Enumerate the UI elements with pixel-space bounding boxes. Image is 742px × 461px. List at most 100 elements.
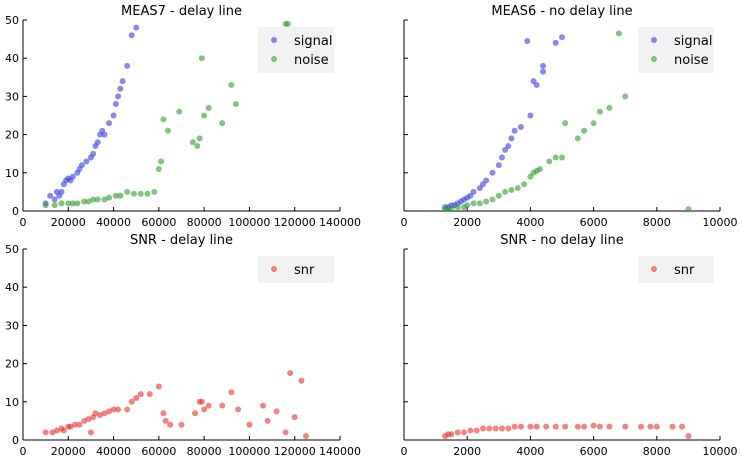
snr-point (160, 410, 167, 417)
signal-point (517, 123, 524, 130)
x-tick-label: 140000 (319, 216, 361, 229)
legend: signal noise (638, 27, 714, 73)
x-tick-label: 0 (401, 445, 408, 458)
noise-point (615, 30, 622, 37)
signal-point (552, 39, 559, 46)
legend-label-noise: noise (674, 53, 709, 68)
snr-point (137, 391, 144, 398)
snr-point (192, 410, 199, 417)
noise-point (470, 200, 477, 207)
noise-point (198, 55, 205, 62)
snr-point (606, 423, 613, 430)
noise-point (124, 188, 131, 195)
noise-point (189, 139, 196, 146)
legend: snr (638, 256, 714, 283)
legend-box (258, 256, 334, 283)
snr-point (448, 431, 455, 438)
snr-point (49, 429, 56, 436)
x-tick-label: 20000 (51, 445, 86, 458)
noise-point (581, 127, 588, 134)
noise-point (201, 112, 208, 119)
noise-point (448, 206, 455, 213)
snr-point (198, 398, 205, 405)
noise-point (562, 120, 569, 127)
snr-point (467, 427, 474, 434)
snr-point (67, 423, 74, 430)
legend-label-snr: snr (674, 263, 695, 278)
signal-point (51, 196, 58, 203)
noise-point (495, 192, 502, 199)
x-tick-label: 0 (20, 216, 27, 229)
legend-box (258, 27, 334, 73)
chart-title: SNR - no delay line (500, 233, 623, 248)
x-tick-label: 4000 (516, 216, 544, 229)
noise-point (117, 192, 124, 199)
noise-point (51, 202, 58, 209)
signal-point (128, 32, 135, 39)
snr-point (273, 408, 280, 415)
signal-point (58, 188, 65, 195)
snr-point (162, 417, 169, 424)
noise-point (196, 135, 203, 142)
y-tick-label: 0 (12, 205, 19, 218)
signal-point (106, 120, 113, 127)
legend-marker-signal (271, 37, 277, 43)
noise-point (151, 188, 158, 195)
noise-point (205, 104, 212, 111)
y-tick-label: 20 (5, 129, 19, 142)
signal-point (527, 112, 534, 119)
noise-point (521, 181, 528, 188)
noise-point (464, 202, 471, 209)
legend: snr (258, 256, 334, 283)
noise-point (502, 188, 509, 195)
noise-point (536, 165, 543, 172)
panel-meas7-delay-line: MEAS7 - delay line 0 20000 40000 60000 80000 1… (5, 4, 361, 229)
panel-snr-no-delay-line: SNR - no delay line 0 2000 4000 6000 8000 1000… (401, 233, 738, 458)
y-tick-label: 10 (5, 396, 19, 409)
noise-point (94, 196, 101, 203)
snr-point (653, 423, 660, 430)
noise-point (85, 198, 92, 205)
signal-point (498, 154, 505, 161)
signal-point (483, 177, 490, 184)
noise-point (685, 206, 692, 213)
snr-point (60, 427, 67, 434)
snr-point (486, 425, 493, 432)
noise-point (596, 108, 603, 115)
snr-point (505, 425, 512, 432)
snr-point (480, 425, 486, 432)
y-tick-label: 30 (5, 90, 19, 103)
snr-point (101, 410, 108, 417)
snr-point (264, 417, 271, 424)
x-tick-label: 8000 (643, 216, 671, 229)
noise-point (155, 165, 162, 172)
snr-point (303, 433, 310, 440)
x-tick-label: 80000 (187, 445, 222, 458)
snr-point (228, 389, 235, 396)
signal-point (511, 127, 518, 134)
noise-point (483, 198, 490, 205)
noise-point (476, 200, 483, 207)
snr-point (87, 429, 94, 436)
noise-point (112, 192, 119, 199)
y-tick-label: 50 (5, 243, 19, 256)
signal-point (110, 112, 117, 119)
x-tick-label: 40000 (96, 216, 131, 229)
legend-label-snr: snr (294, 263, 315, 278)
signal-point (78, 162, 85, 169)
snr-point (638, 423, 644, 430)
noise-point (232, 101, 239, 108)
snr-point (562, 423, 569, 430)
x-tick-label: 0 (401, 216, 408, 229)
snr-point (219, 402, 226, 409)
noise-point (606, 104, 613, 111)
noise-point (101, 196, 108, 203)
signal-point (101, 131, 108, 138)
snr-point (106, 408, 113, 415)
noise-point (158, 158, 165, 165)
signal-point (83, 158, 90, 165)
snr-point (492, 425, 499, 432)
signal-point (495, 162, 502, 169)
snr-point (110, 406, 117, 413)
noise-point (552, 154, 559, 161)
